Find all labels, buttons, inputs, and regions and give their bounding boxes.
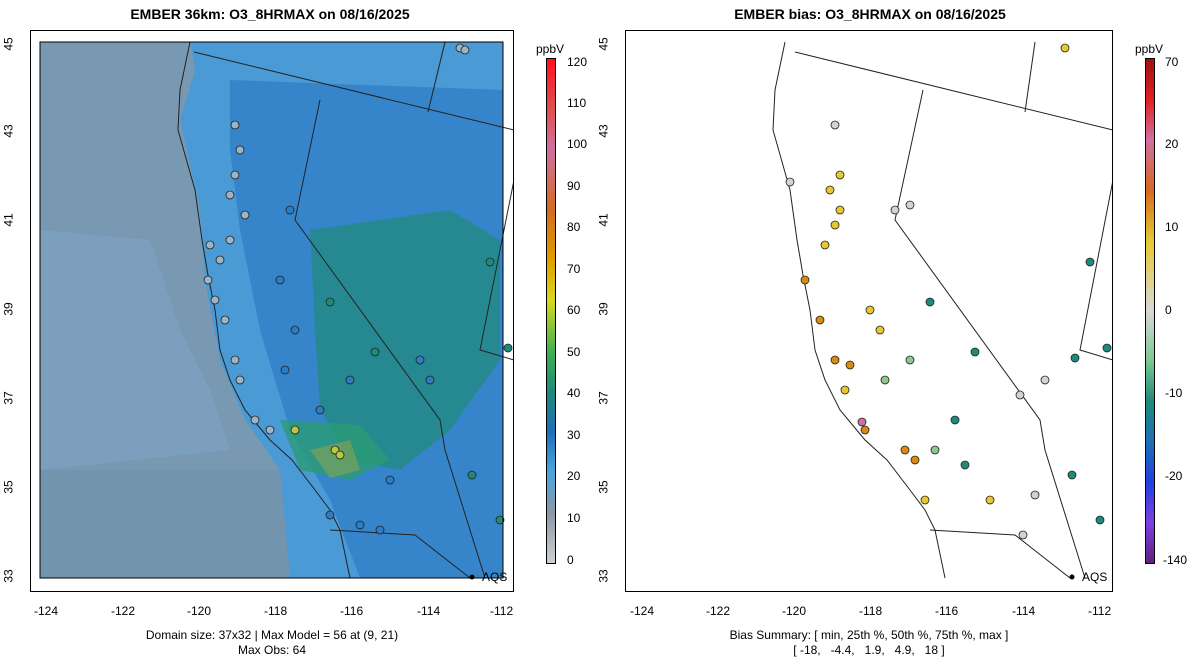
left-map: AQS xyxy=(39,41,514,584)
right-xtick: -120 xyxy=(782,604,807,618)
right-footer-line2: [ -18, -4.4, 1.9, 4.9, 18 ] xyxy=(793,643,945,657)
right-cbtick: 20 xyxy=(1165,137,1179,151)
left-cbtick: 60 xyxy=(567,303,581,317)
left-cbtick: 0 xyxy=(567,553,574,567)
right-ytick: 39 xyxy=(596,302,611,316)
right-ytick: 37 xyxy=(596,391,611,405)
left-plot-frame xyxy=(30,30,514,592)
left-title: EMBER 36km: O3_8HRMAX on 08/16/2025 xyxy=(130,6,410,22)
right-title: EMBER bias: O3_8HRMAX on 08/16/2025 xyxy=(734,6,1006,22)
left-ytick: 37 xyxy=(1,391,16,405)
right-xtick: -116 xyxy=(935,604,959,618)
right-colorbar-units: ppbV xyxy=(1135,42,1164,56)
right-xtick: -114 xyxy=(1012,604,1036,618)
left-cbtick: 100 xyxy=(567,137,588,151)
right-footer-line1: Bias Summary: [ min, 25th %, 50th %, 75t… xyxy=(729,628,1009,642)
right-ytick: 41 xyxy=(596,213,611,227)
right-cbtick: -140 xyxy=(1163,553,1188,567)
right-map-panel: AQS xyxy=(625,30,1113,592)
right-plot-frame xyxy=(625,30,1113,592)
right-cbtick: 10 xyxy=(1165,220,1179,234)
left-ytick: 35 xyxy=(1,480,16,494)
right-cbtick: 0 xyxy=(1165,303,1172,317)
right-xtick: -112 xyxy=(1088,604,1112,618)
right-map: AQS xyxy=(772,41,1113,584)
right-cbtick: -20 xyxy=(1165,469,1183,483)
right-aqs-label: AQS xyxy=(1082,570,1107,584)
left-cbtick: 90 xyxy=(567,179,581,193)
left-cbtick: 30 xyxy=(567,428,581,442)
left-xtick: -114 xyxy=(417,604,441,618)
left-colorbar xyxy=(546,58,556,564)
left-footer-line1: Domain size: 37x32 | Max Model = 56 at (… xyxy=(145,628,399,642)
right-ytick: 35 xyxy=(596,480,611,494)
left-xtick: -120 xyxy=(187,604,212,618)
left-xtick: -116 xyxy=(340,604,364,618)
right-xtick: -122 xyxy=(706,604,731,618)
right-cbtick: -10 xyxy=(1165,386,1183,400)
right-ytick: 45 xyxy=(596,37,611,51)
left-cbtick: 110 xyxy=(567,96,587,110)
left-xtick: -112 xyxy=(490,604,514,618)
left-map-panel: AQS xyxy=(30,30,514,592)
right-colorbar xyxy=(1145,58,1155,564)
left-cbtick: 50 xyxy=(567,345,581,359)
left-cbtick: 70 xyxy=(567,262,581,276)
right-cbtick: 70 xyxy=(1165,55,1179,69)
left-colorbar-units: ppbV xyxy=(536,42,565,56)
left-ytick: 39 xyxy=(1,302,16,316)
left-ytick: 45 xyxy=(1,37,16,51)
left-ytick: 33 xyxy=(1,569,16,583)
left-xtick: -122 xyxy=(111,604,136,618)
left-cbtick: 80 xyxy=(567,220,581,234)
right-ytick: 43 xyxy=(596,124,611,138)
left-cbtick: 120 xyxy=(567,55,588,69)
left-aqs-label: AQS xyxy=(482,570,507,584)
left-ytick: 43 xyxy=(1,124,16,138)
left-xtick: -124 xyxy=(34,604,59,618)
left-cbtick: 40 xyxy=(567,386,581,400)
right-xtick: -118 xyxy=(859,604,883,618)
right-xtick: -124 xyxy=(630,604,655,618)
left-cbtick: 10 xyxy=(567,511,581,525)
left-cbtick: 20 xyxy=(567,469,581,483)
left-footer-line2: Max Obs: 64 xyxy=(237,643,307,657)
left-ytick: 41 xyxy=(1,213,16,227)
right-ytick: 33 xyxy=(596,569,611,583)
left-xtick: -118 xyxy=(264,604,288,618)
